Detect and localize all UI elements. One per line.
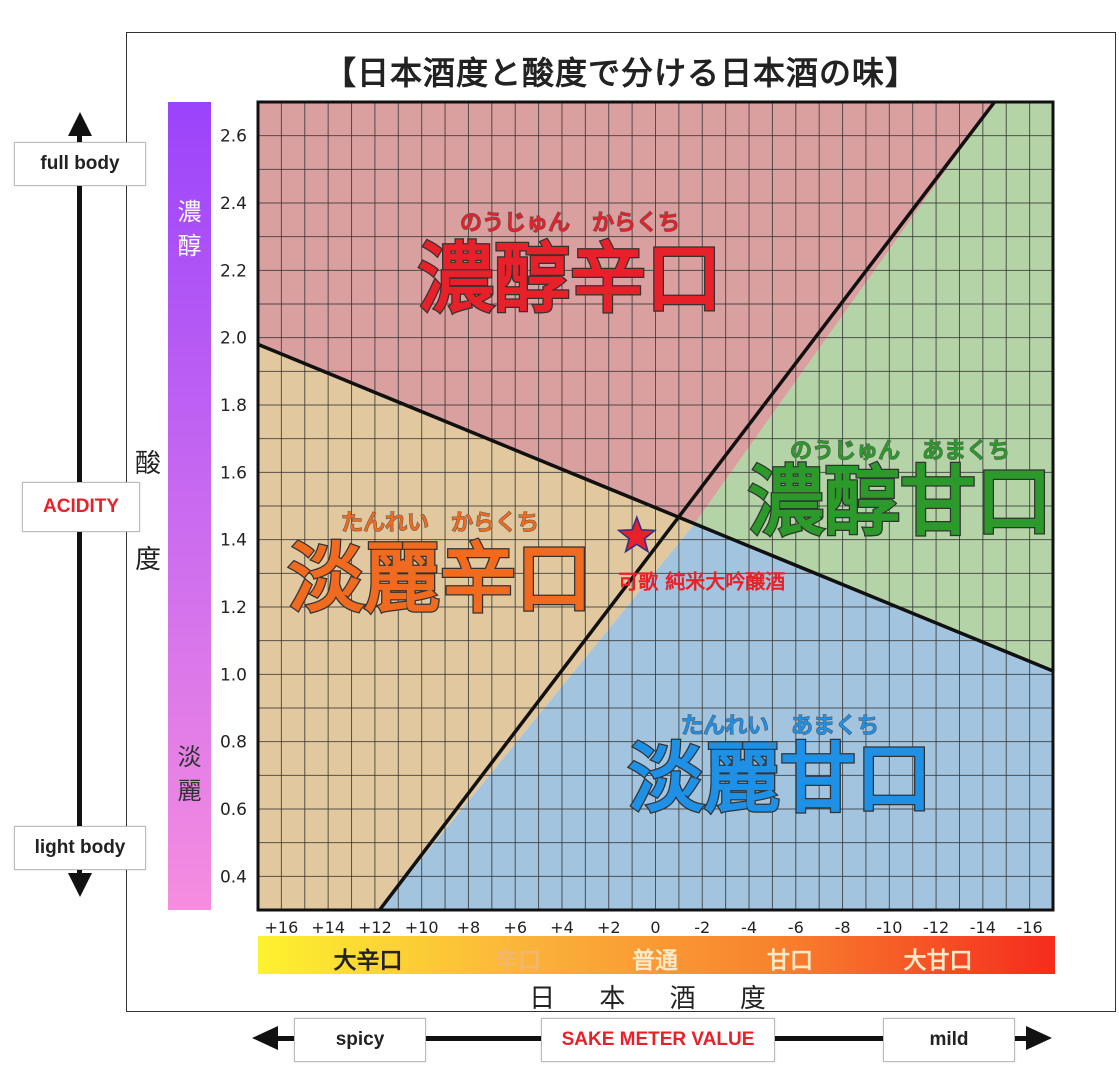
x-tick-label: 0 (650, 918, 660, 937)
y-tick-label: 1.8 (220, 396, 247, 416)
y-tick-label: 0.4 (220, 867, 247, 887)
y-tick-label: 2.0 (220, 329, 247, 349)
arrow-up-icon (68, 112, 92, 136)
y-tick-label: 1.4 (220, 531, 247, 551)
arrow-down-icon (68, 873, 92, 897)
taste-scale-label: 辛口 (495, 948, 541, 974)
y-tick-label: 2.6 (220, 127, 247, 147)
x-tick-label: +14 (311, 918, 345, 937)
x-axis-title: 日 本 酒 度 (529, 984, 784, 1014)
region-label: 淡麗辛口 (288, 534, 592, 623)
region-reading: たんれい あまくち (681, 714, 879, 739)
x-tick-label: -16 (1017, 918, 1043, 937)
plot-border (256, 100, 1055, 912)
region-0 (258, 102, 995, 523)
taste-scale-label: 普通 (632, 948, 678, 974)
x-tick-label: -6 (788, 918, 804, 937)
arrow-left-icon (252, 1026, 278, 1050)
x-tick-label: +6 (503, 918, 527, 937)
y-axis-title: 酸度 (134, 449, 161, 575)
y-tick-label: 1.0 (220, 665, 247, 685)
region-reading: のうじゅん からくち (460, 211, 680, 236)
region-1 (695, 102, 1053, 671)
x-tick-label: -8 (835, 918, 851, 937)
x-tick-label: +16 (264, 918, 298, 937)
x-tick-label: -12 (923, 918, 949, 937)
x-tick-label: -2 (694, 918, 710, 937)
body-scale-bar (168, 102, 211, 910)
arrow-right-icon (1026, 1026, 1052, 1050)
x-tick-label: +4 (550, 918, 574, 937)
taste-scale-label: 甘口 (767, 948, 813, 974)
y-tick-label: 1.2 (220, 598, 247, 618)
chart-title: 【日本酒度と酸度で分ける日本酒の味】 (323, 54, 918, 92)
region-label: 濃醇甘口 (748, 457, 1052, 546)
x-tick-label: +10 (405, 918, 439, 937)
y-tick-label: 0.6 (220, 800, 247, 820)
taste-scale-label: 大甘口 (903, 948, 973, 974)
x-tick-label: -10 (876, 918, 902, 937)
region-label: 淡麗甘口 (628, 734, 932, 823)
region-label: 濃醇辛口 (418, 234, 722, 323)
x-tick-label: -4 (741, 918, 757, 937)
spicy-label: spicy (294, 1018, 426, 1062)
sake-meter-label: SAKE METER VALUE (541, 1018, 775, 1062)
y-tick-label: 2.2 (220, 261, 247, 281)
y-tick-label: 0.8 (220, 733, 247, 753)
x-tick-label: +2 (597, 918, 621, 937)
x-tick-label: +12 (358, 918, 392, 937)
region-reading: たんれい からくち (341, 511, 539, 536)
taste-scale-bar (258, 936, 1055, 974)
region-2 (258, 344, 696, 910)
light-body-label: light body (14, 826, 146, 870)
y-tick-label: 1.6 (220, 463, 247, 483)
mild-label: mild (883, 1018, 1015, 1062)
taste-scale-label: 大辛口 (333, 948, 403, 974)
x-tick-label: -14 (970, 918, 996, 937)
star-marker-icon (616, 515, 657, 554)
region-reading: のうじゅん あまくち (790, 439, 1010, 464)
y-tick-label: 2.4 (220, 194, 247, 214)
x-tick-label: +8 (457, 918, 481, 937)
boundary-line-0 (257, 342, 1054, 673)
region-3 (379, 522, 1053, 910)
body-scale-top-label: 濃醇 (177, 198, 202, 260)
boundary-line-1 (378, 100, 996, 912)
body-scale-bottom-label: 淡麗 (177, 743, 202, 805)
full-body-label: full body (14, 142, 146, 186)
acidity-label: ACIDITY (22, 482, 140, 532)
point-label: 可歌 純米大吟醸酒 (618, 569, 785, 593)
